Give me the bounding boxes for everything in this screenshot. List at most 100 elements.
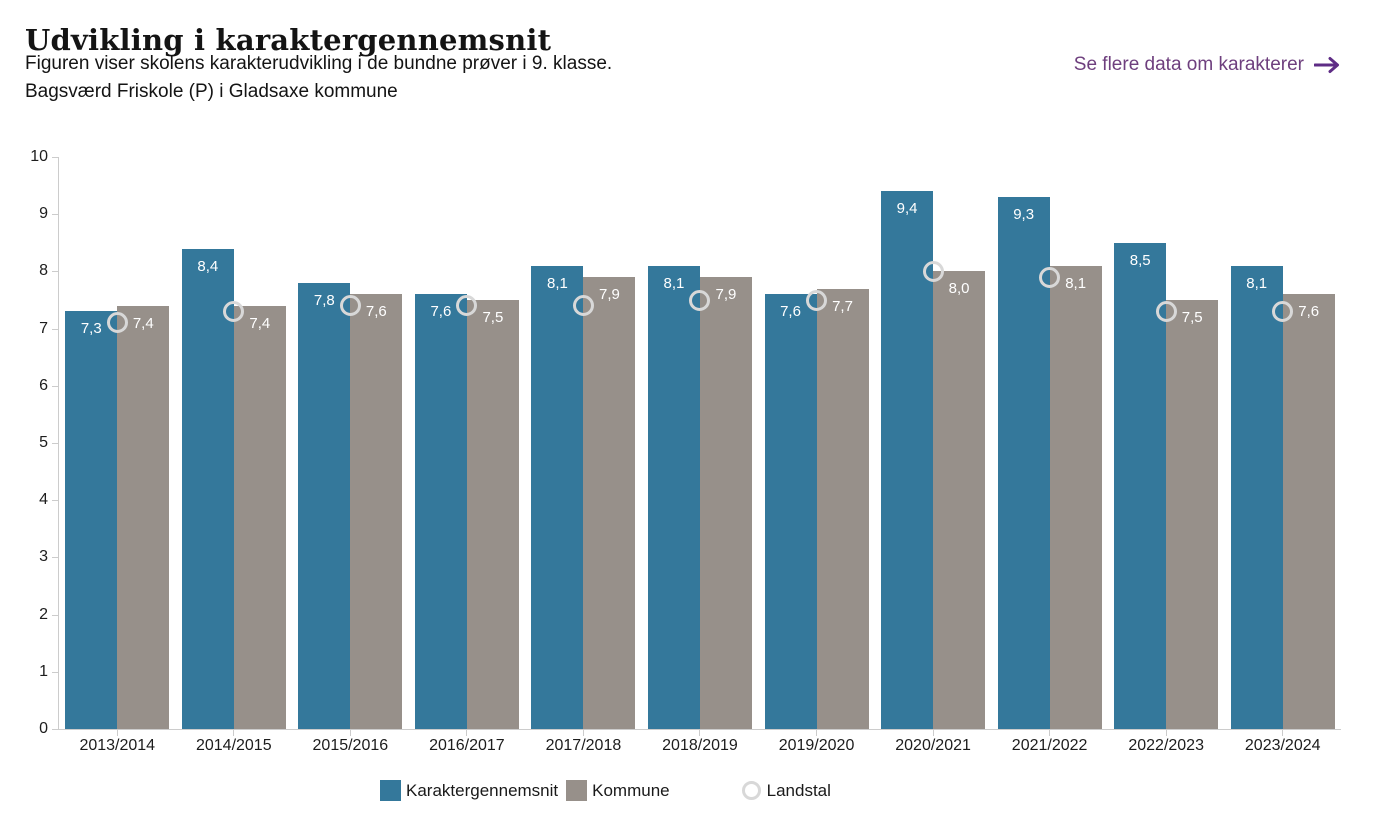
chart-subtitle: Figuren viser skolens karakterudvikling … — [25, 50, 612, 106]
bar-value-label: 7,9 — [715, 286, 737, 304]
x-axis-category-label: 2014/2015 — [195, 737, 272, 754]
bar-value-label: 7,3 — [80, 320, 102, 338]
y-axis-tick — [52, 214, 58, 216]
legend-item-landstal[interactable]: Landstal — [741, 780, 831, 801]
landstal-marker[interactable] — [922, 260, 944, 282]
bar-karaktergennemsnit[interactable]: 7,8 — [298, 282, 351, 729]
bar-karaktergennemsnit[interactable]: 8,1 — [647, 265, 700, 729]
bar-group: 8,1 7,6 2023/2024 — [1224, 157, 1341, 754]
x-axis-category-label: 2013/2014 — [79, 737, 156, 754]
bar-value-label: 8,5 — [1129, 251, 1151, 269]
legend-label: Karaktergennemsnit — [406, 780, 559, 800]
bar-group: 9,3 8,1 2021/2022 — [991, 157, 1108, 754]
bar-value-label: 7,5 — [482, 309, 504, 326]
subtitle-line-1: Figuren viser skolens karakterudvikling … — [25, 53, 613, 74]
bar-group: 7,6 7,5 2016/2017 — [409, 157, 526, 754]
bar-kommune[interactable]: 7,4 — [117, 305, 170, 729]
y-axis-tick-label: 7 — [39, 319, 48, 337]
y-axis-tick — [52, 385, 58, 387]
x-axis-category-label: 2020/2021 — [895, 737, 971, 754]
bar-value-label: 7,6 — [365, 303, 387, 321]
bar-kommune[interactable]: 7,4 — [233, 305, 286, 729]
x-axis-category-label: 2022/2023 — [1128, 737, 1204, 754]
x-axis-category-label: 2021/2022 — [1011, 737, 1088, 754]
page-title: Udvikling i karaktergennemsnit — [25, 23, 552, 58]
y-axis-tick-label: 6 — [39, 376, 48, 394]
x-axis-tick — [1165, 729, 1167, 736]
arrow-right-icon — [1314, 56, 1341, 74]
landstal-marker[interactable] — [806, 289, 828, 311]
x-axis-tick — [816, 729, 818, 736]
bar-group: 8,1 7,9 2017/2018 — [525, 157, 642, 754]
landstal-marker[interactable] — [456, 295, 478, 317]
landstal-marker[interactable] — [689, 289, 711, 311]
x-axis-tick — [349, 729, 351, 736]
x-axis-tick — [466, 729, 468, 736]
x-axis-category-label: 2015/2016 — [312, 737, 389, 754]
bar-group: 8,1 7,9 2018/2019 — [642, 157, 759, 754]
landstal-marker[interactable] — [1272, 300, 1294, 322]
y-axis-tick — [52, 614, 58, 616]
x-axis-category-label: 2018/2019 — [662, 737, 738, 754]
bar-kommune[interactable]: 8,1 — [1049, 265, 1102, 729]
y-axis-tick-label: 3 — [39, 548, 48, 566]
x-axis-tick — [1049, 729, 1051, 736]
x-axis-tick — [1282, 729, 1284, 736]
bar-value-label: 7,6 — [780, 303, 801, 321]
x-axis-tick — [116, 729, 118, 736]
bar-value-label: 9,4 — [896, 200, 918, 218]
y-axis-tick-label: 2 — [39, 605, 48, 623]
bar-value-label: 7,9 — [599, 286, 620, 304]
bar-kommune[interactable]: 7,6 — [350, 294, 403, 729]
bar-group: 7,6 7,7 2019/2020 — [758, 157, 875, 754]
see-more-data-label: Se flere data om karakterer — [1073, 54, 1304, 75]
y-axis-tick-label: 9 — [39, 205, 48, 223]
bar-karaktergennemsnit[interactable]: 8,1 — [531, 265, 584, 729]
landstal-circle-icon — [741, 781, 761, 800]
x-axis-category-label: 2023/2024 — [1244, 737, 1321, 754]
bar-value-label: 8,1 — [547, 274, 568, 292]
bar-value-label: 7,7 — [832, 297, 853, 315]
bar-kommune[interactable]: 7,5 — [1166, 300, 1219, 729]
landstal-marker[interactable] — [223, 300, 245, 322]
y-axis-tick-label: 8 — [39, 262, 48, 280]
y-axis-tick — [52, 500, 58, 502]
bar-group: 8,5 7,5 2022/2023 — [1108, 157, 1225, 754]
bar-value-label: 8,0 — [948, 280, 970, 298]
bar-kommune[interactable]: 7,9 — [699, 277, 752, 729]
bar-karaktergennemsnit[interactable]: 8,4 — [181, 248, 234, 729]
bar-karaktergennemsnit[interactable]: 9,3 — [997, 197, 1050, 729]
y-axis-tick-label: 0 — [39, 720, 48, 737]
landstal-marker[interactable] — [339, 295, 361, 317]
bar-kommune[interactable]: 8,0 — [933, 271, 986, 729]
bar-kommune[interactable]: 7,7 — [816, 288, 869, 729]
bar-value-label: 8,1 — [1065, 274, 1087, 292]
bar-value-label: 7,5 — [1181, 309, 1203, 326]
chart-legend: Karaktergennemsnit Kommune Landstal — [380, 780, 831, 801]
y-axis-tick — [52, 328, 58, 330]
bar-kommune[interactable]: 7,5 — [466, 300, 519, 729]
landstal-marker[interactable] — [1039, 266, 1061, 288]
bar-value-label: 7,6 — [1298, 303, 1320, 321]
legend-item-kommune[interactable]: Kommune — [566, 780, 670, 801]
bar-karaktergennemsnit[interactable]: 8,5 — [1114, 242, 1167, 729]
bar-kommune[interactable]: 7,9 — [583, 277, 636, 729]
bar-karaktergennemsnit[interactable]: 8,1 — [1230, 265, 1283, 729]
x-axis-category-label: 2017/2018 — [545, 737, 622, 754]
kommune-swatch-icon — [566, 780, 588, 801]
landstal-marker[interactable] — [1155, 300, 1177, 322]
landstal-marker[interactable] — [572, 295, 594, 317]
see-more-data-link[interactable]: Se flere data om karakterer — [1074, 54, 1341, 76]
legend-item-karaktergennemsnit[interactable]: Karaktergennemsnit — [380, 780, 558, 801]
bar-kommune[interactable]: 7,6 — [1282, 294, 1335, 729]
y-axis-tick-label: 10 — [30, 148, 48, 165]
bar-karaktergennemsnit[interactable]: 7,6 — [764, 294, 817, 729]
legend-label: Landstal — [766, 780, 831, 800]
bar-karaktergennemsnit[interactable]: 9,4 — [881, 191, 934, 729]
bar-value-label: 8,1 — [1246, 274, 1268, 292]
bar-karaktergennemsnit[interactable]: 7,3 — [65, 311, 118, 729]
y-axis-tick — [52, 729, 58, 730]
bar-karaktergennemsnit[interactable]: 7,6 — [414, 294, 467, 729]
landstal-marker[interactable] — [106, 312, 128, 334]
bar-value-label: 7,6 — [430, 303, 452, 321]
